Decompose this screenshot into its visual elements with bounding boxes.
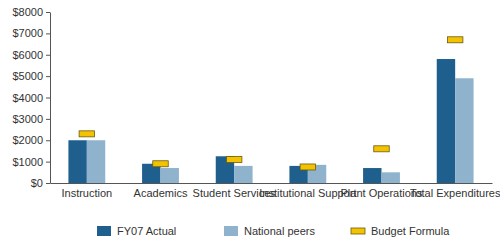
- bar-series: [68, 59, 455, 183]
- x-axis: InstructionAcademicsStudent ServicesInst…: [51, 183, 500, 199]
- legend-label: Budget Formula: [371, 225, 450, 237]
- bar: [363, 168, 381, 183]
- bar: [234, 166, 252, 183]
- tick: $4000: [12, 92, 50, 104]
- tick: Total Expenditures: [410, 183, 500, 199]
- tick-mark: [46, 55, 50, 56]
- tick-mark: [46, 76, 50, 77]
- bar: [437, 59, 455, 183]
- tick-label: $7000: [12, 27, 43, 39]
- legend: FY07 Actual National peers Budget Formula: [97, 225, 450, 237]
- marker: [153, 161, 168, 167]
- bar: [87, 140, 105, 183]
- chart: $0 $1000 $2000 $3000 $4000 $5000 $6000 $7000 $80…: [0, 0, 500, 250]
- marker: [300, 164, 315, 170]
- legend-swatch: [97, 226, 111, 236]
- axis-line: [51, 183, 493, 184]
- tick-label: $4000: [12, 92, 43, 104]
- tick-mark: [46, 98, 50, 99]
- tick-mark: [46, 12, 50, 13]
- tick: $8000: [12, 6, 50, 18]
- tick-mark: [46, 140, 50, 141]
- tick: $6000: [12, 49, 50, 61]
- legend-label: National peers: [244, 225, 315, 237]
- bar: [68, 140, 86, 183]
- tick-label: Instruction: [61, 187, 112, 199]
- marker-series: [79, 37, 463, 170]
- tick: $1000: [12, 156, 50, 168]
- tick-label: Academics: [134, 187, 188, 199]
- y-axis: $0 $1000 $2000 $3000 $4000 $5000 $6000 $7000 $80…: [12, 6, 50, 189]
- bar: [455, 78, 473, 183]
- tick-label: $6000: [12, 49, 43, 61]
- tick: $7000: [12, 27, 50, 39]
- legend-swatch: [224, 226, 238, 236]
- tick: $5000: [12, 70, 50, 82]
- marker: [226, 156, 241, 162]
- plot-area: [68, 37, 473, 183]
- marker: [447, 37, 462, 43]
- tick-mark: [46, 33, 50, 34]
- bar: [382, 172, 400, 183]
- bar: [161, 168, 179, 183]
- tick: Instruction: [61, 183, 112, 199]
- legend-swatch: [351, 228, 365, 234]
- tick: $3000: [12, 113, 50, 125]
- tick-mark: [46, 162, 50, 163]
- tick: $2000: [12, 134, 50, 146]
- bar-series: [87, 78, 474, 183]
- legend-label: FY07 Actual: [117, 225, 176, 237]
- axis-line: [50, 13, 51, 184]
- tick: Academics: [134, 183, 188, 199]
- tick-mark: [46, 119, 50, 120]
- marker: [374, 146, 389, 152]
- tick: $0: [31, 177, 50, 189]
- marker: [79, 131, 94, 137]
- tick-label: $8000: [12, 6, 43, 18]
- tick-label: $1000: [12, 156, 43, 168]
- tick-label: $0: [31, 177, 43, 189]
- tick-label: Total Expenditures: [410, 187, 500, 199]
- tick-label: $2000: [12, 134, 43, 146]
- tick-mark: [46, 183, 50, 184]
- tick-label: $5000: [12, 70, 43, 82]
- tick-label: $3000: [12, 113, 43, 125]
